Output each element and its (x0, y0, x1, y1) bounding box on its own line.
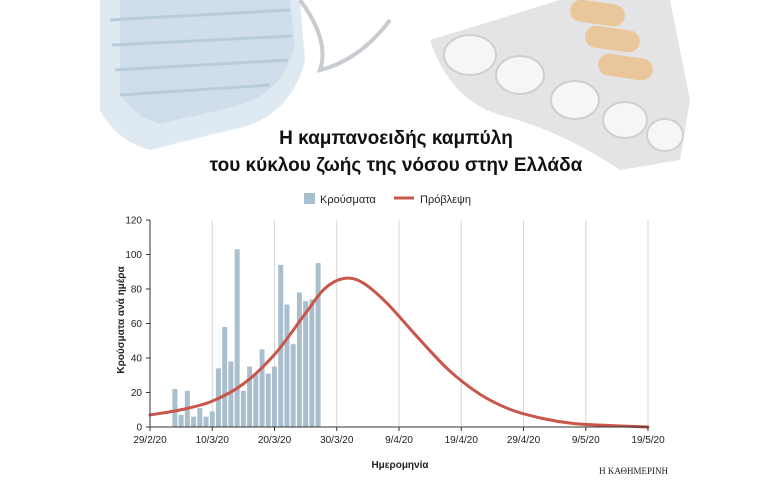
x-tick-label: 30/3/20 (320, 435, 354, 446)
legend-label-cases: Κρούσματα (320, 194, 376, 206)
case-bar (303, 301, 309, 427)
y-tick-label: 80 (131, 285, 143, 296)
x-tick-label: 29/2/20 (133, 435, 167, 446)
case-bar (240, 390, 246, 427)
forecast-curve (148, 276, 650, 429)
case-bar (290, 344, 296, 427)
axes (146, 219, 649, 431)
plot-area: 0 20 40 60 80 100 120 29/2/20 10/3/20 20/3/20 30/… (125, 216, 665, 447)
chart-title-line2: του κύκλου ζωής της νόσου στην Ελλάδα (210, 155, 583, 176)
case-bar (247, 366, 253, 427)
gridlines (211, 220, 649, 427)
x-tick-labels: 29/2/20 10/3/20 20/3/20 30/3/20 9/4/20 19/4/2… (133, 435, 665, 446)
face-mask-icon (100, 0, 392, 150)
cases-bars (172, 249, 321, 427)
legend: Κρούσματα Πρόβλεψη (304, 193, 471, 206)
case-bar (178, 414, 184, 427)
case-bar (309, 299, 315, 427)
x-tick-label: 9/4/20 (385, 435, 413, 446)
x-tick-label: 29/4/20 (507, 435, 541, 446)
chart-title-line1: Η καμπανοειδής καμπύλη (279, 128, 513, 149)
y-tick-label: 40 (131, 354, 143, 365)
header-photo (0, 0, 768, 170)
y-tick-label: 100 (125, 250, 142, 261)
x-tick-label: 20/3/20 (258, 435, 292, 446)
case-bar (284, 304, 290, 427)
x-tick-label: 19/4/20 (445, 435, 479, 446)
case-bar (259, 349, 265, 427)
y-tick-label: 60 (131, 319, 143, 330)
forecast-line (148, 276, 650, 429)
legend-label-forecast: Πρόβλεψη (420, 194, 471, 206)
y-tick-labels: 0 20 40 60 80 100 120 (125, 216, 142, 434)
case-bar (253, 373, 259, 427)
publisher-credit: Η ΚΑΘΗΜΕΡΙΝΗ (599, 466, 668, 476)
x-tick-label: 19/5/20 (631, 435, 665, 446)
case-bar (272, 366, 277, 427)
case-bar (228, 361, 234, 427)
y-axis-title: Κρούσματα ανά ημέρα (116, 266, 127, 374)
y-tick-label: 120 (125, 216, 142, 227)
x-tick-label: 9/5/20 (572, 435, 600, 446)
x-axis-title: Ημερομηνία (371, 460, 429, 471)
legend-swatch-cases (304, 193, 315, 204)
case-bar (222, 326, 228, 427)
case-bar (172, 389, 178, 427)
case-bar (234, 249, 240, 427)
pill-blister-icon (430, 0, 690, 170)
case-bar (191, 416, 197, 427)
y-tick-label: 20 (131, 388, 143, 399)
case-bar (197, 408, 203, 427)
case-bar (296, 292, 302, 427)
case-bar (203, 416, 209, 427)
case-bar (209, 411, 215, 427)
case-bar (265, 373, 271, 427)
y-tick-label: 0 (136, 423, 142, 434)
x-tick-label: 10/3/20 (196, 435, 230, 446)
case-bar (315, 263, 321, 427)
